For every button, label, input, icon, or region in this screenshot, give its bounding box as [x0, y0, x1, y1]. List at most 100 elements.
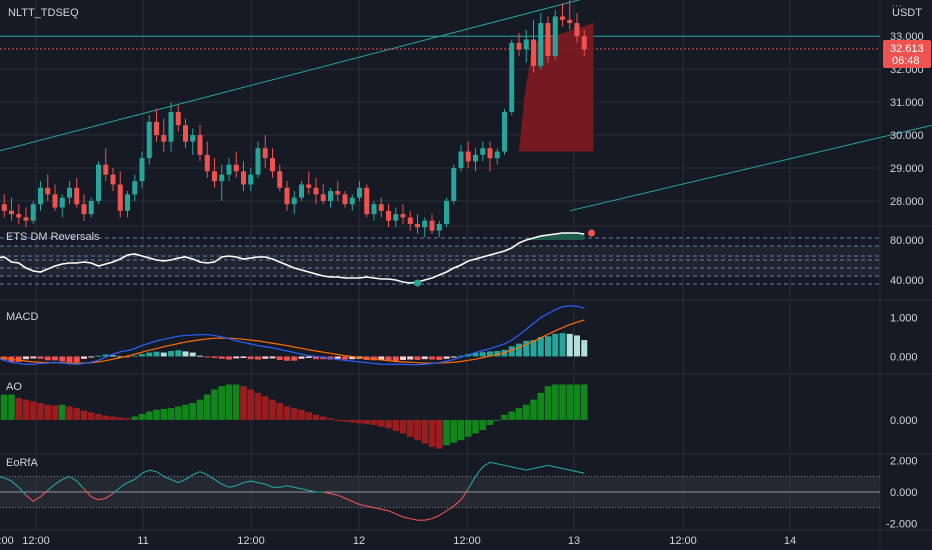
- eorfa-line-segment: [62, 475, 70, 480]
- ao-bar: [428, 419, 436, 447]
- ao-pane[interactable]: AO: [0, 381, 588, 449]
- macd-histogram-bar: [494, 351, 501, 357]
- macd-histogram-bar: [269, 356, 276, 359]
- eorfa-line-segment: [257, 482, 266, 485]
- eorfa-line-segment: [424, 518, 433, 521]
- ao-bar: [414, 419, 421, 441]
- candle-body: [30, 204, 36, 221]
- macd-histogram-bar: [102, 354, 109, 357]
- macd-histogram-bar: [131, 355, 138, 357]
- axis-scale-label: ···: [891, 0, 902, 12]
- ao-bar: [182, 404, 189, 420]
- ao-bar: [457, 419, 465, 441]
- eorfa-line-segment: [98, 497, 106, 501]
- macd-histogram-bar: [421, 356, 428, 360]
- macd-histogram-bar: [559, 333, 566, 357]
- time-axis[interactable]: 12:00 11 12:00 12 12:00 13 12:00 14 12:00: [0, 535, 796, 547]
- macd-histogram-bar: [400, 356, 406, 360]
- candle-body: [451, 168, 457, 201]
- eorfa-line-segment: [185, 474, 194, 480]
- macd-histogram-bar: [182, 351, 189, 357]
- ao-bar: [203, 394, 211, 420]
- ao-bar: [327, 418, 334, 420]
- macd-histogram-bar: [153, 351, 160, 357]
- candle-body: [255, 148, 261, 175]
- macd-histogram-bar: [313, 356, 319, 360]
- candle-body: [226, 164, 232, 175]
- macd-histogram-bar: [414, 356, 421, 360]
- eorfa-line-segment: [438, 510, 447, 516]
- candle-body: [509, 42, 515, 112]
- candle-body: [270, 158, 275, 172]
- macd-histogram-bar: [530, 340, 537, 357]
- ets-tick-label: 40.000: [890, 275, 924, 287]
- time-tick-label: 14: [784, 535, 796, 547]
- ao-bar: [559, 384, 566, 420]
- candle-body: [248, 174, 254, 185]
- candle-body: [415, 224, 420, 228]
- eorfa-line-segment: [518, 467, 527, 471]
- macd-series: [0, 305, 588, 366]
- candle-body: [59, 197, 65, 208]
- macd-pane[interactable]: MACD: [0, 305, 588, 366]
- eorfa-line-segment: [32, 496, 41, 502]
- ao-bar: [377, 419, 385, 427]
- macd-histogram-bar: [262, 356, 269, 359]
- macd-histogram-bar: [436, 356, 443, 360]
- ao-bar: [254, 392, 262, 420]
- macd-histogram-bar: [581, 340, 588, 357]
- candle-body: [581, 36, 587, 50]
- eorfa-tick-label: -2.000: [886, 518, 917, 530]
- ao-bar: [109, 416, 117, 420]
- macd-histogram-bar: [487, 351, 493, 357]
- candle-body: [465, 151, 471, 162]
- macd-histogram-bar: [95, 355, 102, 357]
- candle-body: [335, 191, 341, 195]
- last-price-value: 32.613: [890, 43, 924, 55]
- ao-bar: [298, 409, 305, 420]
- price-tick-label: 29.000: [890, 163, 924, 175]
- macd-line: [0, 305, 585, 366]
- macd-histogram-bar: [349, 356, 356, 360]
- eorfa-line-segment: [279, 485, 288, 488]
- eorfa-line-segment: [576, 471, 585, 474]
- eorfa-line-segment: [497, 463, 505, 466]
- eorfa-line-segment: [511, 466, 520, 470]
- candle-body: [146, 121, 152, 159]
- candle-body: [342, 194, 348, 205]
- eorfa-line-segment: [337, 494, 346, 499]
- eorfa-line-segment: [569, 469, 578, 473]
- eorfa-line-segment: [359, 503, 367, 507]
- candle-body: [219, 174, 225, 182]
- candle-body: [233, 164, 239, 172]
- eorfa-line-segment: [388, 510, 396, 515]
- ao-bar: [102, 415, 110, 420]
- ao-bar: [290, 408, 298, 420]
- candle-body: [313, 187, 319, 195]
- eorfa-line-segment: [47, 483, 56, 491]
- eorfa-line-segment: [178, 478, 186, 484]
- macd-histogram-bar: [552, 333, 559, 357]
- ao-bar: [189, 403, 197, 420]
- ao-bar: [363, 419, 371, 425]
- eorfa-line-segment: [199, 471, 208, 476]
- candle-body: [378, 204, 384, 211]
- ao-bar: [22, 399, 30, 420]
- macd-signal-line: [0, 319, 585, 364]
- candlestick-series: [1, 0, 587, 238]
- candle-body: [538, 23, 544, 66]
- macd-histogram-bar: [30, 356, 37, 359]
- candle-body: [9, 210, 14, 215]
- ao-bar: [406, 419, 414, 437]
- macd-histogram-bar: [226, 356, 232, 360]
- macd-histogram-bar: [124, 356, 131, 358]
- macd-histogram-bar: [450, 356, 457, 358]
- price-pane[interactable]: NLTT_TDSEQ: [0, 0, 932, 238]
- ets-dm-reversals-pane[interactable]: ETS DM Reversals: [0, 229, 880, 287]
- candle-body: [523, 39, 529, 50]
- candle-body: [96, 164, 101, 201]
- eorfa-pane[interactable]: EoRfA: [0, 457, 880, 521]
- macd-histogram-bar: [197, 355, 203, 357]
